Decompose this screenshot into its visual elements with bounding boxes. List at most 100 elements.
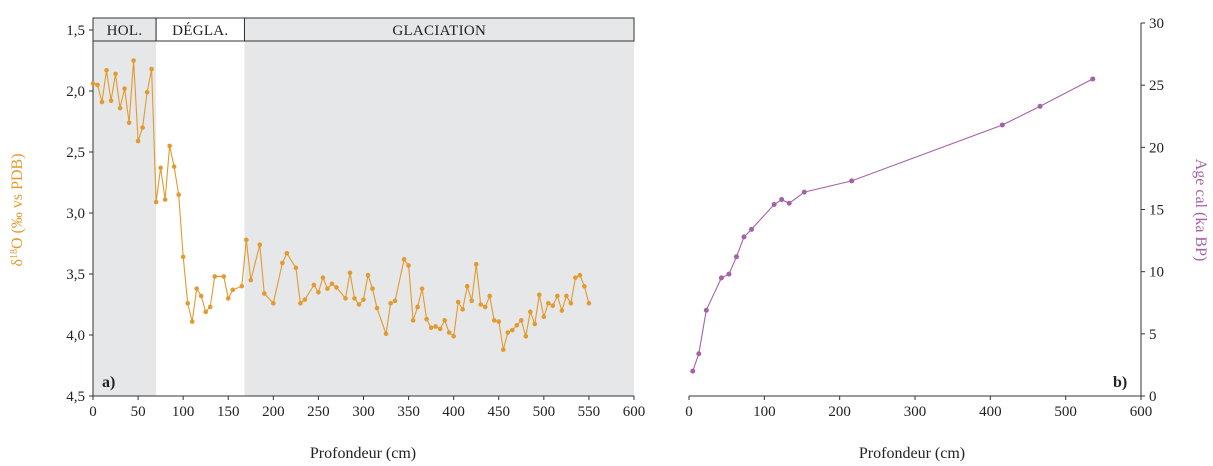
data-point xyxy=(528,309,533,315)
data-point xyxy=(203,309,209,315)
x-tick-label: 0 xyxy=(89,404,97,420)
data-point xyxy=(482,304,488,310)
period-label-0: HOL. xyxy=(107,23,143,39)
x-tick-label: 50 xyxy=(131,404,146,420)
x-tick-label: 0 xyxy=(685,404,693,420)
x-tick-label: 400 xyxy=(979,404,1002,420)
data-point xyxy=(801,189,807,195)
x-tick-label: 300 xyxy=(904,404,927,420)
data-point xyxy=(415,304,420,310)
y-tick-label: 3,5 xyxy=(66,267,85,283)
data-point xyxy=(135,138,141,144)
x-tick-label: 350 xyxy=(397,404,420,420)
data-point xyxy=(365,272,371,278)
data-point xyxy=(518,318,524,323)
data-point xyxy=(401,257,407,262)
data-point xyxy=(194,286,199,291)
data-point xyxy=(749,226,755,232)
x-tick-label: 100 xyxy=(172,404,195,420)
data-point xyxy=(406,263,411,268)
data-point xyxy=(703,307,709,313)
data-point xyxy=(104,67,109,73)
panel-a-letter: a) xyxy=(102,374,115,391)
y-tick-label: 5 xyxy=(1149,327,1157,343)
data-point xyxy=(786,200,792,206)
data-point xyxy=(779,197,785,203)
data-point xyxy=(316,290,321,295)
data-point xyxy=(505,330,511,335)
y-tick-label: 2,5 xyxy=(66,145,85,161)
x-tick-label: 400 xyxy=(442,404,465,420)
data-point xyxy=(1037,103,1043,109)
data-point xyxy=(446,330,452,335)
data-point xyxy=(392,298,398,304)
data-point xyxy=(478,302,484,307)
panel-a-axes: 0 50 100 150 200 250 300 350 400 450 500 550 600 1,5 2… xyxy=(66,18,645,420)
x-tick-label: 300 xyxy=(352,404,375,420)
data-point xyxy=(849,178,855,184)
data-point xyxy=(158,165,163,171)
x-tick-label: 250 xyxy=(307,404,330,420)
data-point xyxy=(568,300,574,306)
y-tick-label: 1,5 xyxy=(66,23,85,39)
data-point xyxy=(428,325,434,330)
data-point xyxy=(464,283,470,289)
data-point xyxy=(117,105,123,111)
data-point xyxy=(726,271,732,277)
data-point xyxy=(469,298,475,304)
data-point xyxy=(334,285,339,290)
data-point xyxy=(509,327,515,333)
y-label-delta: δ xyxy=(9,259,26,267)
data-point xyxy=(122,86,127,91)
x-tick-label: 600 xyxy=(1130,404,1153,420)
data-point xyxy=(582,283,587,289)
period-header-2 xyxy=(243,17,635,42)
data-point xyxy=(153,199,159,205)
data-point xyxy=(108,98,114,104)
data-point xyxy=(343,296,348,301)
period-band-2 xyxy=(244,30,635,396)
y-tick-label: 30 xyxy=(1149,16,1164,32)
data-point xyxy=(374,305,380,311)
data-point xyxy=(733,254,739,260)
data-point xyxy=(1090,76,1096,82)
y-tick-label: 4,5 xyxy=(66,389,85,405)
data-point xyxy=(573,275,578,280)
data-point xyxy=(487,293,493,299)
data-point xyxy=(577,272,583,278)
data-point xyxy=(361,297,366,302)
data-point xyxy=(243,237,249,243)
data-point xyxy=(99,99,105,105)
data-point xyxy=(690,368,696,374)
y-tick-label: 15 xyxy=(1149,203,1164,219)
panel-a-oxygen-isotope-chart: HOL. DÉGLA. GLACIATION 0 50 100 150 200 250 300 3… xyxy=(9,17,645,462)
data-point xyxy=(212,274,218,279)
data-point xyxy=(90,81,96,86)
data-point xyxy=(356,302,362,307)
data-point xyxy=(162,197,168,202)
period-bands: HOL. DÉGLA. GLACIATION xyxy=(92,17,635,396)
data-point xyxy=(280,260,285,266)
data-point xyxy=(999,122,1005,128)
data-point xyxy=(771,202,777,208)
y-label-rest: O (‰ vs PDB) xyxy=(9,153,26,249)
data-point xyxy=(370,286,375,291)
data-point xyxy=(230,287,236,293)
period-label-2: GLACIATION xyxy=(392,23,486,39)
x-tick-label: 450 xyxy=(488,404,511,420)
data-point xyxy=(541,314,547,320)
x-tick-label: 200 xyxy=(828,404,851,420)
data-point xyxy=(741,234,747,240)
data-point xyxy=(451,333,456,339)
data-point xyxy=(325,286,330,291)
data-point xyxy=(347,270,353,276)
data-point xyxy=(320,275,326,280)
data-point xyxy=(383,331,389,337)
y-tick-label: 20 xyxy=(1149,140,1164,156)
data-point xyxy=(293,265,299,271)
panel-a-series xyxy=(90,58,592,352)
data-point xyxy=(176,192,181,197)
data-point xyxy=(523,333,529,339)
